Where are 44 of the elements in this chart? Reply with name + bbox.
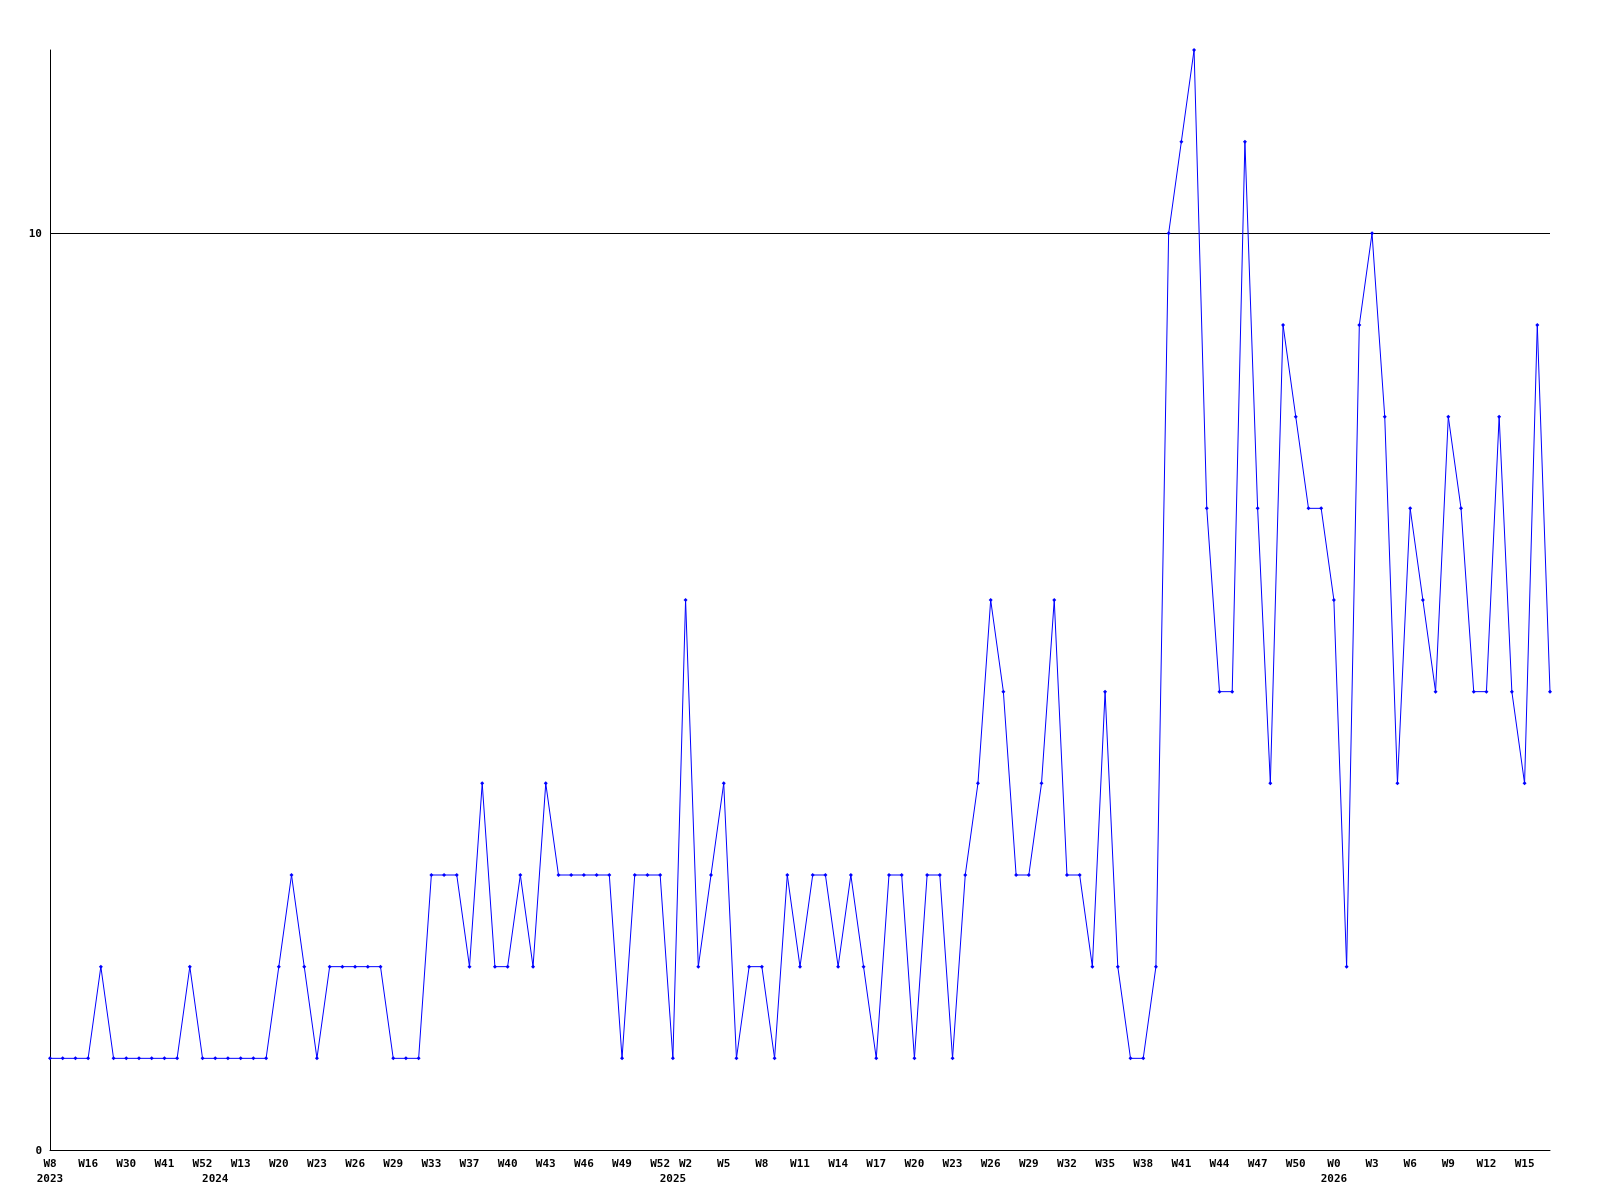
- x-tick-label: W23: [307, 1157, 327, 1170]
- x-tick-label: W52: [192, 1157, 213, 1170]
- x-tick-label: W8: [755, 1157, 769, 1170]
- x-tick-label: W41: [154, 1157, 175, 1170]
- x-tick-label: W29: [383, 1157, 404, 1170]
- x-tick-label: W9: [1441, 1157, 1455, 1170]
- x-tick-label: W0 2026: [1320, 1157, 1348, 1185]
- x-tick-label: 2025: [659, 1172, 687, 1185]
- x-tick-label: W38: [1133, 1157, 1154, 1170]
- x-tick-label: W50: [1285, 1157, 1306, 1170]
- x-tick-label: W30: [116, 1157, 137, 1170]
- x-tick-label: W29: [1018, 1157, 1039, 1170]
- y-tick-label: 0: [35, 1143, 42, 1157]
- x-tick-label: W11: [790, 1157, 811, 1170]
- x-tick-label: W20: [904, 1157, 925, 1170]
- x-tick-label: W52: [650, 1157, 671, 1170]
- x-tick-label: W46: [573, 1157, 595, 1170]
- x-tick-label: W49: [612, 1157, 632, 1170]
- x-tick-label: W16: [78, 1157, 99, 1170]
- y-tick-label: 10: [28, 226, 42, 240]
- x-tick-label: W47: [1247, 1157, 1268, 1170]
- x-tick-label: W23: [942, 1157, 963, 1170]
- x-tick-label: W40: [497, 1157, 518, 1170]
- x-tick-label: W6: [1403, 1157, 1418, 1170]
- x-tick-label: W26: [980, 1157, 1001, 1170]
- x-tick-label: W2: [678, 1157, 693, 1170]
- x-tick-label: W3: [1365, 1157, 1379, 1170]
- x-tick-label: W17: [866, 1157, 887, 1170]
- x-tick-label: W5: [717, 1157, 731, 1170]
- x-tick-label: W37: [459, 1157, 480, 1170]
- x-tick-label: W33: [421, 1157, 442, 1170]
- x-tick-label: W20: [268, 1157, 289, 1170]
- x-tick-label: W35: [1095, 1157, 1116, 1170]
- x-tick-label: 2024: [202, 1172, 229, 1185]
- x-tick-label: W44: [1209, 1157, 1230, 1170]
- x-tick-label: W43: [535, 1157, 556, 1170]
- x-tick-label: W14: [828, 1157, 849, 1170]
- x-tick-label: W13: [230, 1157, 251, 1170]
- x-tick-label: W41: [1171, 1157, 1192, 1170]
- x-tick-label: W12: [1476, 1157, 1497, 1170]
- x-tick-label: W8 2023: [36, 1157, 64, 1185]
- x-tick-label: W26: [345, 1157, 366, 1170]
- x-tick-label: W32: [1057, 1157, 1077, 1170]
- x-tick-label: W15: [1514, 1157, 1535, 1170]
